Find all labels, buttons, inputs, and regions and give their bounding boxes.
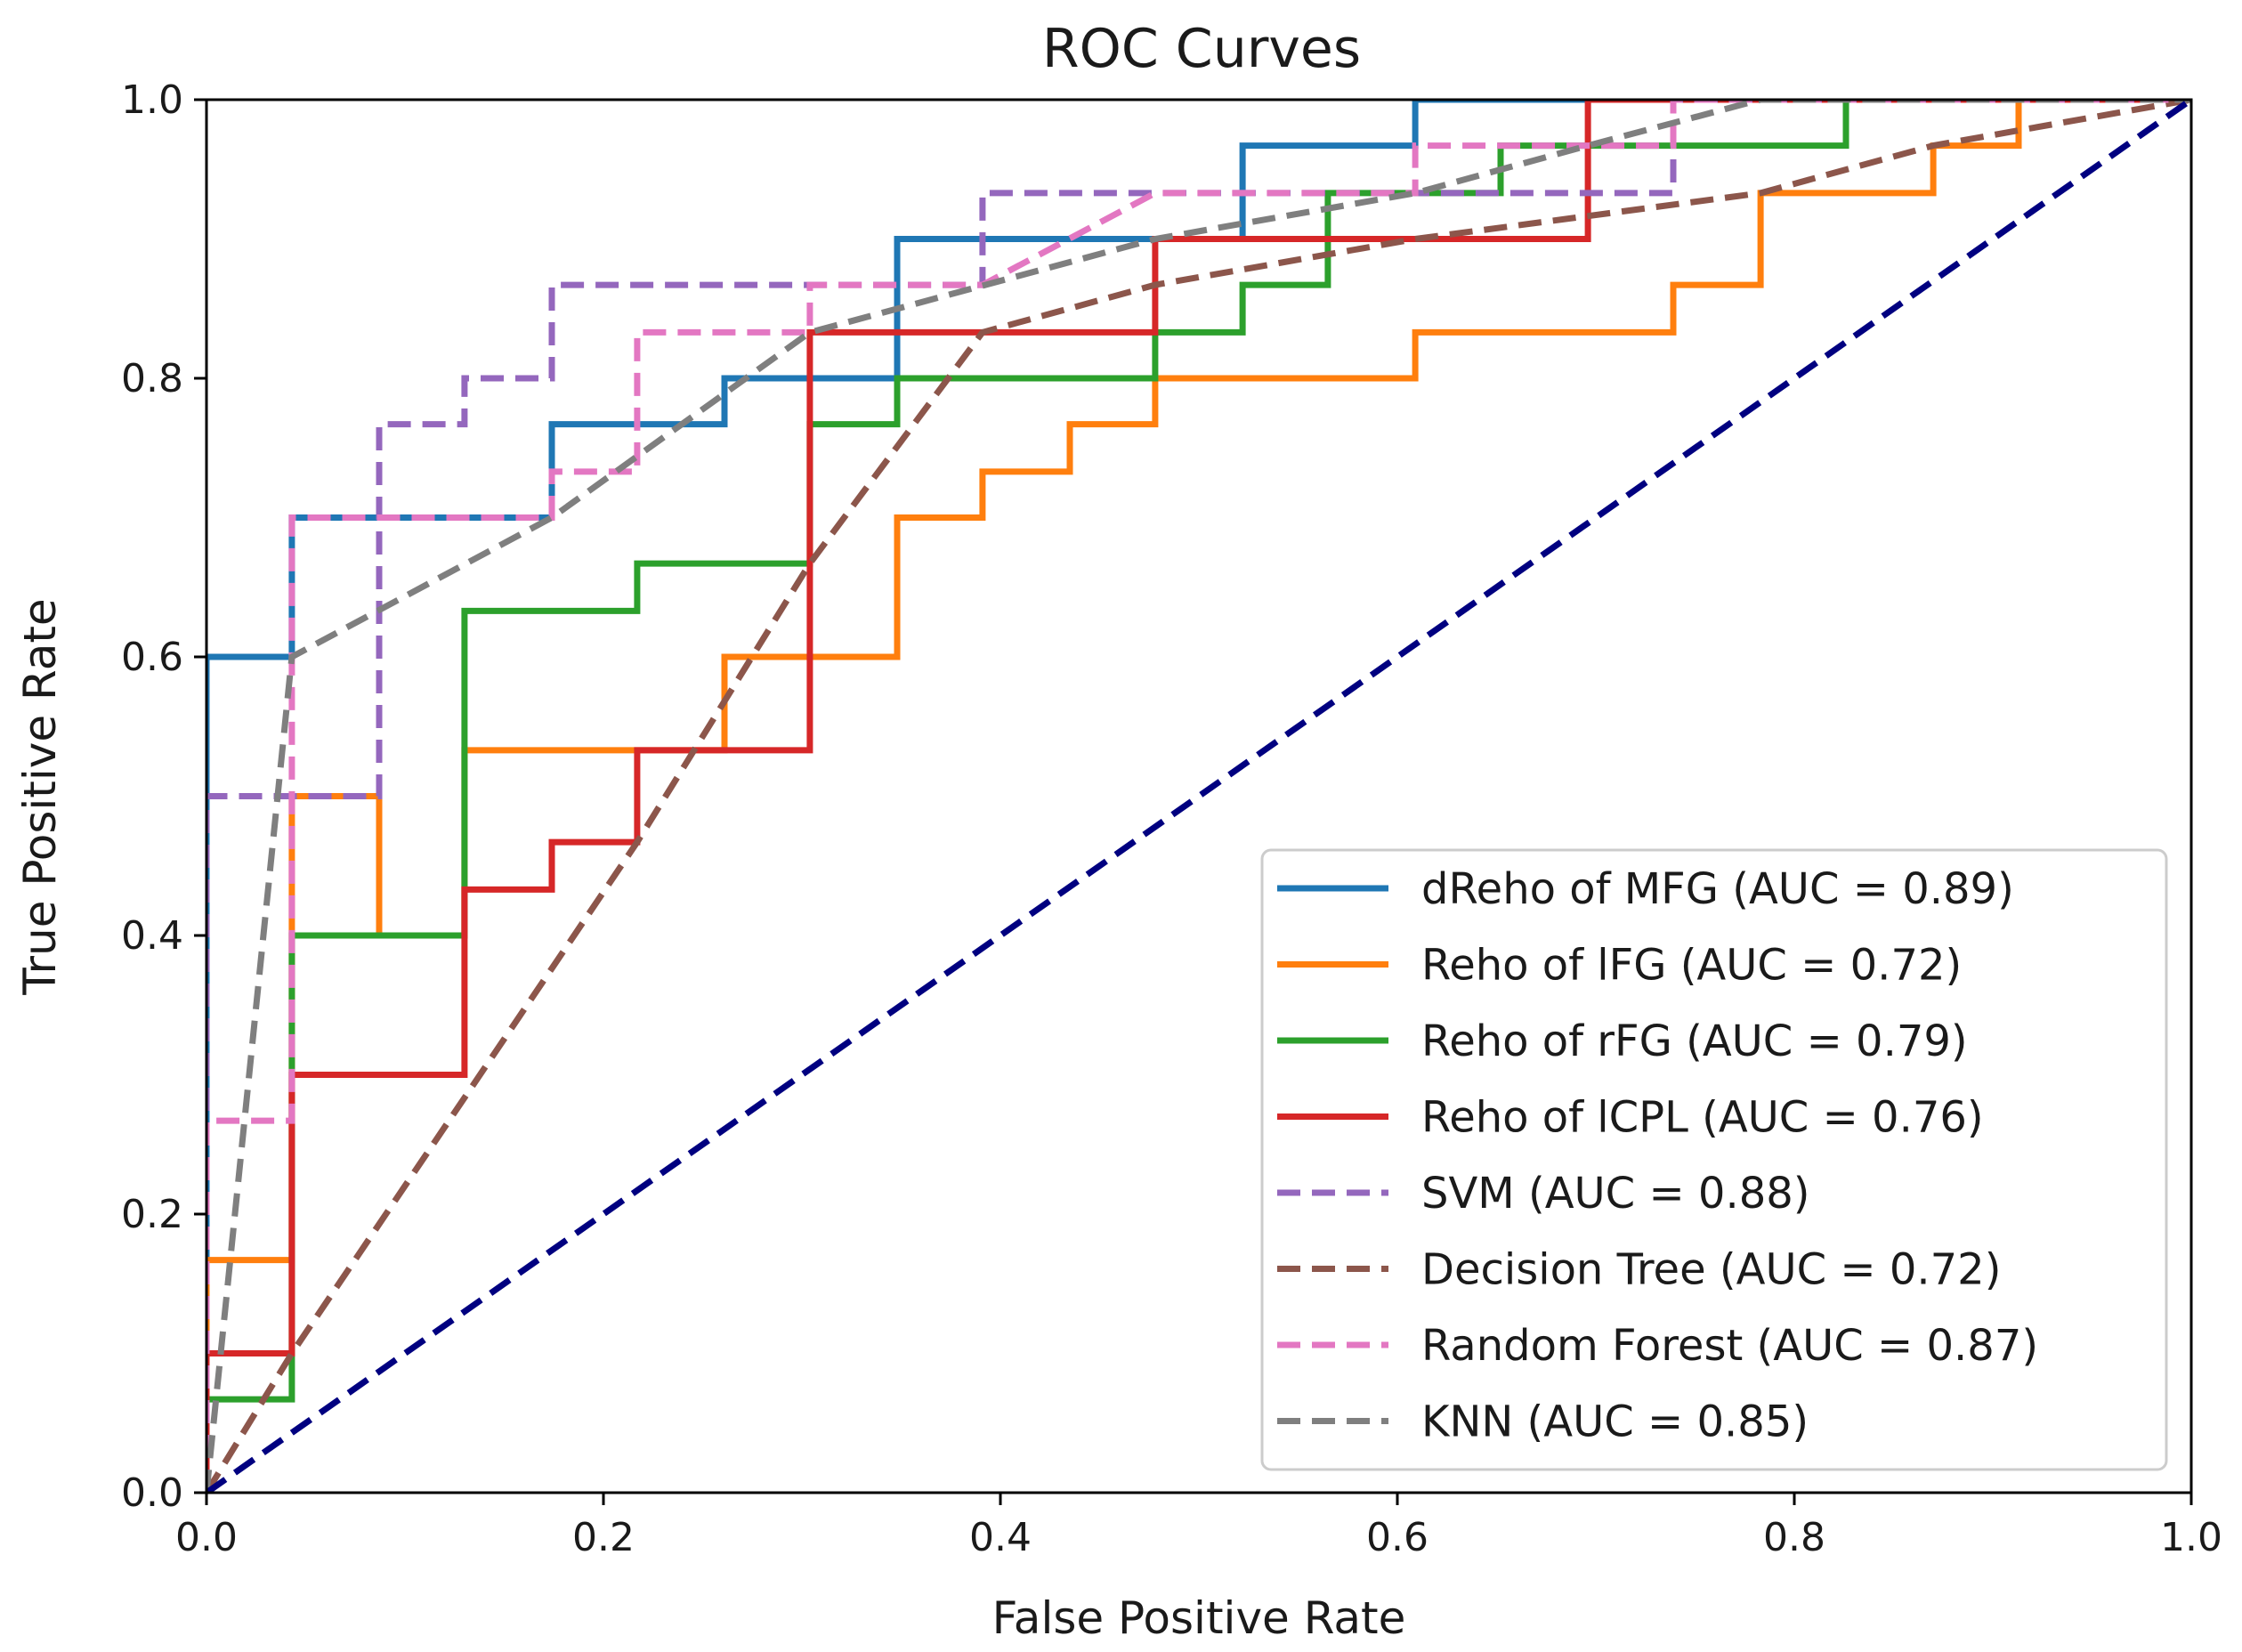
legend-label: Random Forest (AUC = 0.87) (1421, 1321, 2038, 1371)
y-tick-label: 1.0 (121, 77, 183, 123)
series-layer (206, 100, 2191, 1493)
x-tick-label: 0.4 (969, 1515, 1032, 1560)
x-tick-label: 0.0 (175, 1515, 238, 1560)
series-line-1 (206, 100, 2191, 1493)
x-axis-label: False Positive Rate (992, 1592, 1406, 1644)
x-axis-ticks: 0.0 0.2 0.4 0.6 0.8 1.0 (175, 1493, 2222, 1560)
legend-label: dReho of MFG (AUC = 0.89) (1421, 864, 2014, 914)
y-axis-ticks: 0.0 0.2 0.4 0.6 0.8 1.0 (121, 77, 206, 1516)
legend-label: Reho of rFG (AUC = 0.79) (1421, 1016, 1968, 1066)
series-line-8 (206, 100, 2191, 1493)
legend-label: Reho of lFG (AUC = 0.72) (1421, 941, 1962, 991)
series-line-6 (206, 100, 2191, 1493)
series-line-5 (206, 100, 2191, 1493)
series-line-2 (206, 100, 2191, 1493)
x-tick-label: 1.0 (2160, 1515, 2222, 1560)
legend-label: SVM (AUC = 0.88) (1421, 1169, 1810, 1219)
x-tick-label: 0.2 (572, 1515, 635, 1560)
x-tick-label: 0.6 (1366, 1515, 1429, 1560)
y-tick-label: 0.4 (121, 913, 183, 959)
series-line-7 (206, 100, 2191, 1493)
x-tick-label: 0.8 (1763, 1515, 1825, 1560)
chart-title: ROC Curves (1042, 18, 1361, 80)
plot-area-frame (205, 98, 2193, 1494)
legend: dReho of MFG (AUC = 0.89) Reho of lFG (AU… (1260, 848, 2168, 1471)
y-tick-label: 0.2 (121, 1192, 183, 1237)
series-line-3 (206, 100, 2191, 1493)
y-tick-label: 0.6 (121, 635, 183, 680)
reference-diagonal-line (206, 100, 2191, 1493)
legend-label: Reho of lCPL (AUC = 0.76) (1421, 1093, 1984, 1143)
legend-label: Decision Tree (AUC = 0.72) (1421, 1245, 2001, 1295)
y-tick-label: 0.0 (121, 1470, 183, 1516)
y-tick-label: 0.8 (121, 356, 183, 401)
y-axis-label: True Positive Rate (14, 598, 66, 995)
legend-label: KNN (AUC = 0.85) (1421, 1397, 1809, 1447)
legend-box (1260, 848, 2168, 1471)
